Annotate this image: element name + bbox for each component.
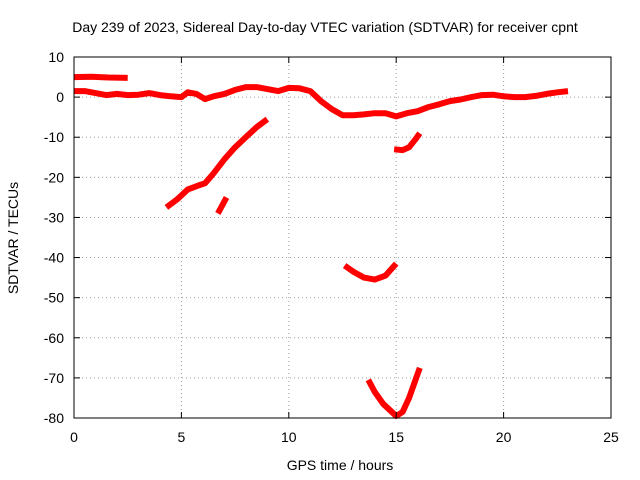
y-tick-label: -60 bbox=[44, 330, 64, 346]
grid bbox=[74, 57, 611, 418]
y-tick-label: -20 bbox=[44, 169, 64, 185]
y-tick-label: 0 bbox=[56, 89, 64, 105]
series-layer bbox=[73, 73, 569, 419]
x-tick-label: 5 bbox=[178, 429, 186, 445]
axis-ticks: 0 5 10 15 20 25 10 0 -10 -20 -30 -40 -50 -60 -70 -80 bbox=[44, 49, 619, 445]
series-short-arc-top bbox=[73, 73, 128, 81]
y-tick-label: -70 bbox=[44, 370, 64, 386]
y-axis-label: SDTVAR / TECUs bbox=[5, 182, 21, 294]
series-arc-15h-deep bbox=[365, 366, 423, 419]
x-tick-label: 10 bbox=[281, 429, 297, 445]
x-tick-label: 15 bbox=[388, 429, 404, 445]
series-arc-14h-mid bbox=[342, 261, 399, 283]
y-tick-label: 10 bbox=[48, 49, 64, 65]
y-tick-label: -30 bbox=[44, 209, 64, 225]
y-tick-label: -10 bbox=[44, 129, 64, 145]
series-main-arc bbox=[74, 84, 569, 120]
x-tick-label: 0 bbox=[70, 429, 78, 445]
series-arc-15h-upper bbox=[393, 131, 423, 154]
x-tick-label: 25 bbox=[603, 429, 619, 445]
plot-frame bbox=[73, 56, 612, 419]
series-small-arc-7h bbox=[215, 195, 230, 215]
x-axis-label: GPS time / hours bbox=[287, 457, 394, 473]
y-tick-label: -80 bbox=[44, 410, 64, 426]
x-tick-label: 20 bbox=[496, 429, 512, 445]
y-tick-label: -50 bbox=[44, 290, 64, 306]
chart-title: Day 239 of 2023, Sidereal Day-to-day VTE… bbox=[72, 19, 578, 35]
series-descending-arc bbox=[164, 116, 270, 210]
y-tick-label: -40 bbox=[44, 250, 64, 266]
